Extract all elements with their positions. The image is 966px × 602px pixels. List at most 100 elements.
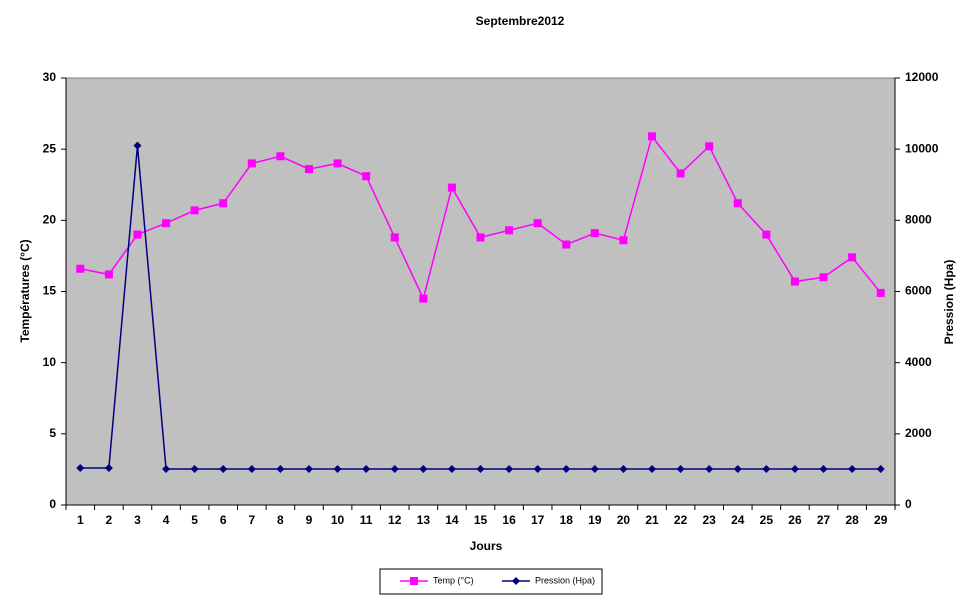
data-point: [762, 230, 771, 239]
x-tick-label: 10: [331, 513, 345, 527]
y-tick-label: 0: [49, 497, 56, 511]
data-point: [619, 465, 628, 474]
x-tick-label: 21: [645, 513, 659, 527]
y-tick-label: 10: [43, 355, 57, 369]
legend-marker: [512, 577, 520, 585]
data-point: [276, 152, 285, 161]
data-point: [419, 465, 428, 474]
x-tick-label: 18: [560, 513, 574, 527]
x-tick-label: 25: [760, 513, 774, 527]
data-point: [562, 240, 571, 249]
x-axis-label: Jours: [470, 539, 503, 553]
x-tick-label: 8: [277, 513, 284, 527]
y2-tick-label: 6000: [905, 284, 932, 298]
y2-tick-label: 0: [905, 497, 912, 511]
data-point: [762, 465, 771, 474]
data-point: [648, 132, 657, 141]
data-point: [219, 465, 228, 474]
x-tick-label: 9: [306, 513, 313, 527]
data-point: [76, 463, 85, 472]
x-tick-label: 29: [874, 513, 888, 527]
x-tick-label: 22: [674, 513, 688, 527]
data-point: [619, 236, 628, 245]
data-point: [362, 172, 371, 181]
y2-tick-label: 8000: [905, 213, 932, 227]
data-point: [876, 288, 885, 297]
y2-tick-label: 10000: [905, 141, 939, 155]
data-point: [390, 233, 399, 242]
legend-label: Pression (Hpa): [535, 575, 595, 585]
y-tick-label: 5: [49, 426, 56, 440]
data-point: [419, 294, 428, 303]
data-point: [162, 219, 171, 228]
x-tick-label: 11: [360, 513, 373, 527]
data-point: [733, 199, 742, 208]
x-tick-label: 28: [845, 513, 859, 527]
x-tick-label: 17: [531, 513, 545, 527]
y2-tick-label: 4000: [905, 355, 932, 369]
x-tick-label: 3: [134, 513, 141, 527]
data-point: [819, 273, 828, 282]
data-point: [733, 465, 742, 474]
x-tick-label: 15: [474, 513, 488, 527]
data-point: [533, 219, 542, 228]
chart-title: Septembre2012: [476, 14, 565, 28]
data-point: [533, 465, 542, 474]
legend-label: Temp (°C): [433, 575, 474, 585]
data-point: [676, 169, 685, 178]
data-point: [276, 465, 285, 474]
data-point: [876, 465, 885, 474]
x-tick-label: 27: [817, 513, 831, 527]
data-point: [247, 465, 256, 474]
x-tick-label: 20: [617, 513, 631, 527]
plot-area: [65, 77, 896, 506]
data-point: [590, 465, 599, 474]
data-point: [190, 206, 199, 215]
data-point: [133, 230, 142, 239]
data-point: [362, 465, 371, 474]
data-point: [590, 229, 599, 238]
data-point: [162, 465, 171, 474]
y2-axis-label: Pression (Hpa): [942, 260, 956, 345]
data-point: [848, 253, 857, 262]
y-tick-label: 25: [43, 141, 57, 155]
x-tick-label: 1: [77, 513, 84, 527]
data-point: [562, 465, 571, 474]
data-point: [219, 199, 228, 208]
x-tick-label: 6: [220, 513, 227, 527]
y2-tick-label: 12000: [905, 70, 939, 84]
data-point: [648, 465, 657, 474]
x-tick-label: 19: [588, 513, 602, 527]
x-tick-label: 26: [788, 513, 802, 527]
data-point: [848, 465, 857, 474]
data-point: [819, 465, 828, 474]
data-point: [76, 264, 85, 273]
data-point: [676, 465, 685, 474]
x-tick-label: 5: [191, 513, 198, 527]
x-tick-label: 24: [731, 513, 745, 527]
x-tick-label: 7: [248, 513, 255, 527]
data-point: [790, 277, 799, 286]
data-point: [247, 159, 256, 168]
data-point: [190, 465, 199, 474]
data-point: [304, 165, 313, 174]
data-point: [104, 463, 113, 472]
x-tick-label: 14: [445, 513, 459, 527]
data-point: [505, 465, 514, 474]
y-tick-label: 30: [43, 70, 57, 84]
data-point: [333, 159, 342, 168]
x-tick-label: 16: [502, 513, 516, 527]
data-point: [104, 270, 113, 279]
data-point: [447, 465, 456, 474]
data-point: [447, 183, 456, 192]
x-tick-label: 12: [388, 513, 402, 527]
y-tick-label: 20: [43, 213, 57, 227]
data-point: [705, 465, 714, 474]
legend-marker: [410, 577, 418, 585]
data-point: [476, 233, 485, 242]
x-tick-label: 13: [417, 513, 431, 527]
data-point: [304, 465, 313, 474]
data-point: [476, 465, 485, 474]
data-point: [505, 226, 514, 235]
